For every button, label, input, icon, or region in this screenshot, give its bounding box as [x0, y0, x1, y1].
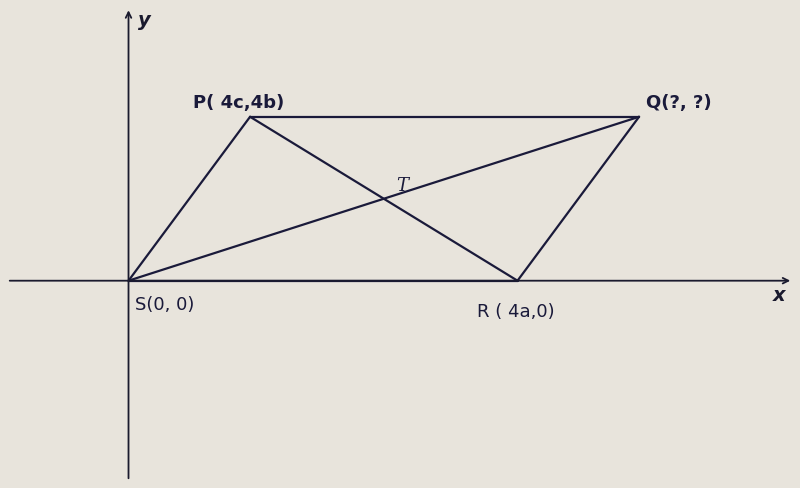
Text: Q(?, ?): Q(?, ?) — [646, 94, 711, 112]
Text: P( 4c,4b): P( 4c,4b) — [194, 94, 285, 112]
Text: S(0, 0): S(0, 0) — [135, 296, 194, 314]
Text: T: T — [396, 178, 408, 196]
Text: R ( 4a,0): R ( 4a,0) — [477, 303, 554, 321]
Text: x: x — [773, 286, 786, 305]
Text: y: y — [138, 11, 151, 30]
